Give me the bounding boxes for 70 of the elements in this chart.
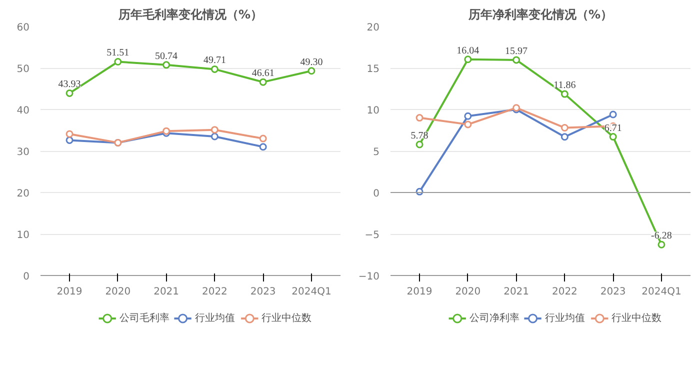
legend-label: 行业中位数: [612, 312, 662, 324]
y-tick-label: 40: [16, 106, 30, 116]
point: [464, 56, 472, 64]
point: [416, 114, 424, 122]
point: [162, 61, 170, 69]
point: [308, 67, 316, 75]
y-tick-label: 10: [16, 230, 30, 241]
data-label: 46.61: [252, 68, 274, 80]
point: [416, 140, 424, 148]
point: [114, 58, 122, 66]
point: [210, 132, 218, 140]
chart-title: 历年净利率变化情况（%）: [467, 8, 613, 22]
point: [609, 110, 617, 118]
y-tick-label: 0: [373, 188, 380, 200]
point: [259, 143, 267, 151]
point: [560, 124, 568, 132]
point: [560, 90, 568, 98]
point: [464, 112, 472, 120]
y-tick-label: 10: [366, 106, 380, 116]
point: [609, 133, 617, 141]
point: [259, 134, 267, 142]
x-tick-label: 2019: [56, 286, 82, 298]
x-tick-label: 2019: [406, 286, 432, 298]
legend-label: 行业中位数: [262, 312, 312, 324]
point: [560, 133, 568, 141]
data-label: 16.04: [456, 45, 480, 56]
y-tick-label: 15: [366, 64, 380, 75]
x-tick-label: 2021: [504, 286, 530, 298]
x-tick-label: 2023: [250, 286, 276, 298]
y-tick-label: −10: [358, 272, 380, 282]
data-label: 49.71: [203, 55, 226, 66]
point: [66, 130, 74, 138]
point: [210, 65, 218, 73]
y-tick-label: 60: [16, 22, 30, 34]
point: [66, 89, 74, 97]
point: [66, 136, 74, 144]
y-tick-label: 20: [366, 22, 380, 34]
y-tick-label: 50: [16, 64, 30, 75]
x-tick-label: 2021: [154, 286, 180, 298]
x-tick-label: 2024Q1: [642, 286, 682, 298]
legend-label: 行业均值: [544, 312, 585, 324]
chart-title: 历年毛利率变化情况（%）: [117, 8, 263, 22]
x-tick-label: 2020: [455, 286, 481, 298]
data-label: 49.30: [300, 56, 323, 68]
data-label: 5.78: [410, 130, 428, 142]
y-tick-label: 20: [16, 188, 30, 200]
y-tick-label: −5: [364, 230, 380, 241]
point: [259, 78, 267, 86]
data-label: 15.97: [505, 46, 528, 57]
x-tick-label: 2022: [552, 286, 578, 298]
data-label: -6.28: [651, 230, 672, 242]
y-tick-label: 5: [373, 147, 380, 158]
y-tick-label: 30: [16, 147, 30, 158]
y-tick-label: 0: [23, 272, 30, 282]
data-label: 50.74: [155, 50, 178, 62]
point: [512, 56, 520, 64]
legend-label: 公司净利率: [469, 312, 520, 324]
point: [464, 120, 472, 128]
x-tick-label: 2020: [105, 286, 131, 298]
point: [658, 240, 666, 248]
data-label: 43.93: [58, 79, 81, 90]
legend-label: 行业均值: [194, 312, 235, 324]
legend-label: 公司毛利率: [119, 312, 170, 324]
data-label: 6.71: [604, 122, 622, 134]
data-label: 11.86: [554, 80, 576, 92]
x-tick-label: 2023: [600, 286, 626, 298]
point: [210, 126, 218, 134]
x-tick-label: 2022: [202, 286, 228, 298]
data-label: 51.51: [106, 48, 130, 59]
x-tick-label: 2024Q1: [292, 286, 332, 298]
